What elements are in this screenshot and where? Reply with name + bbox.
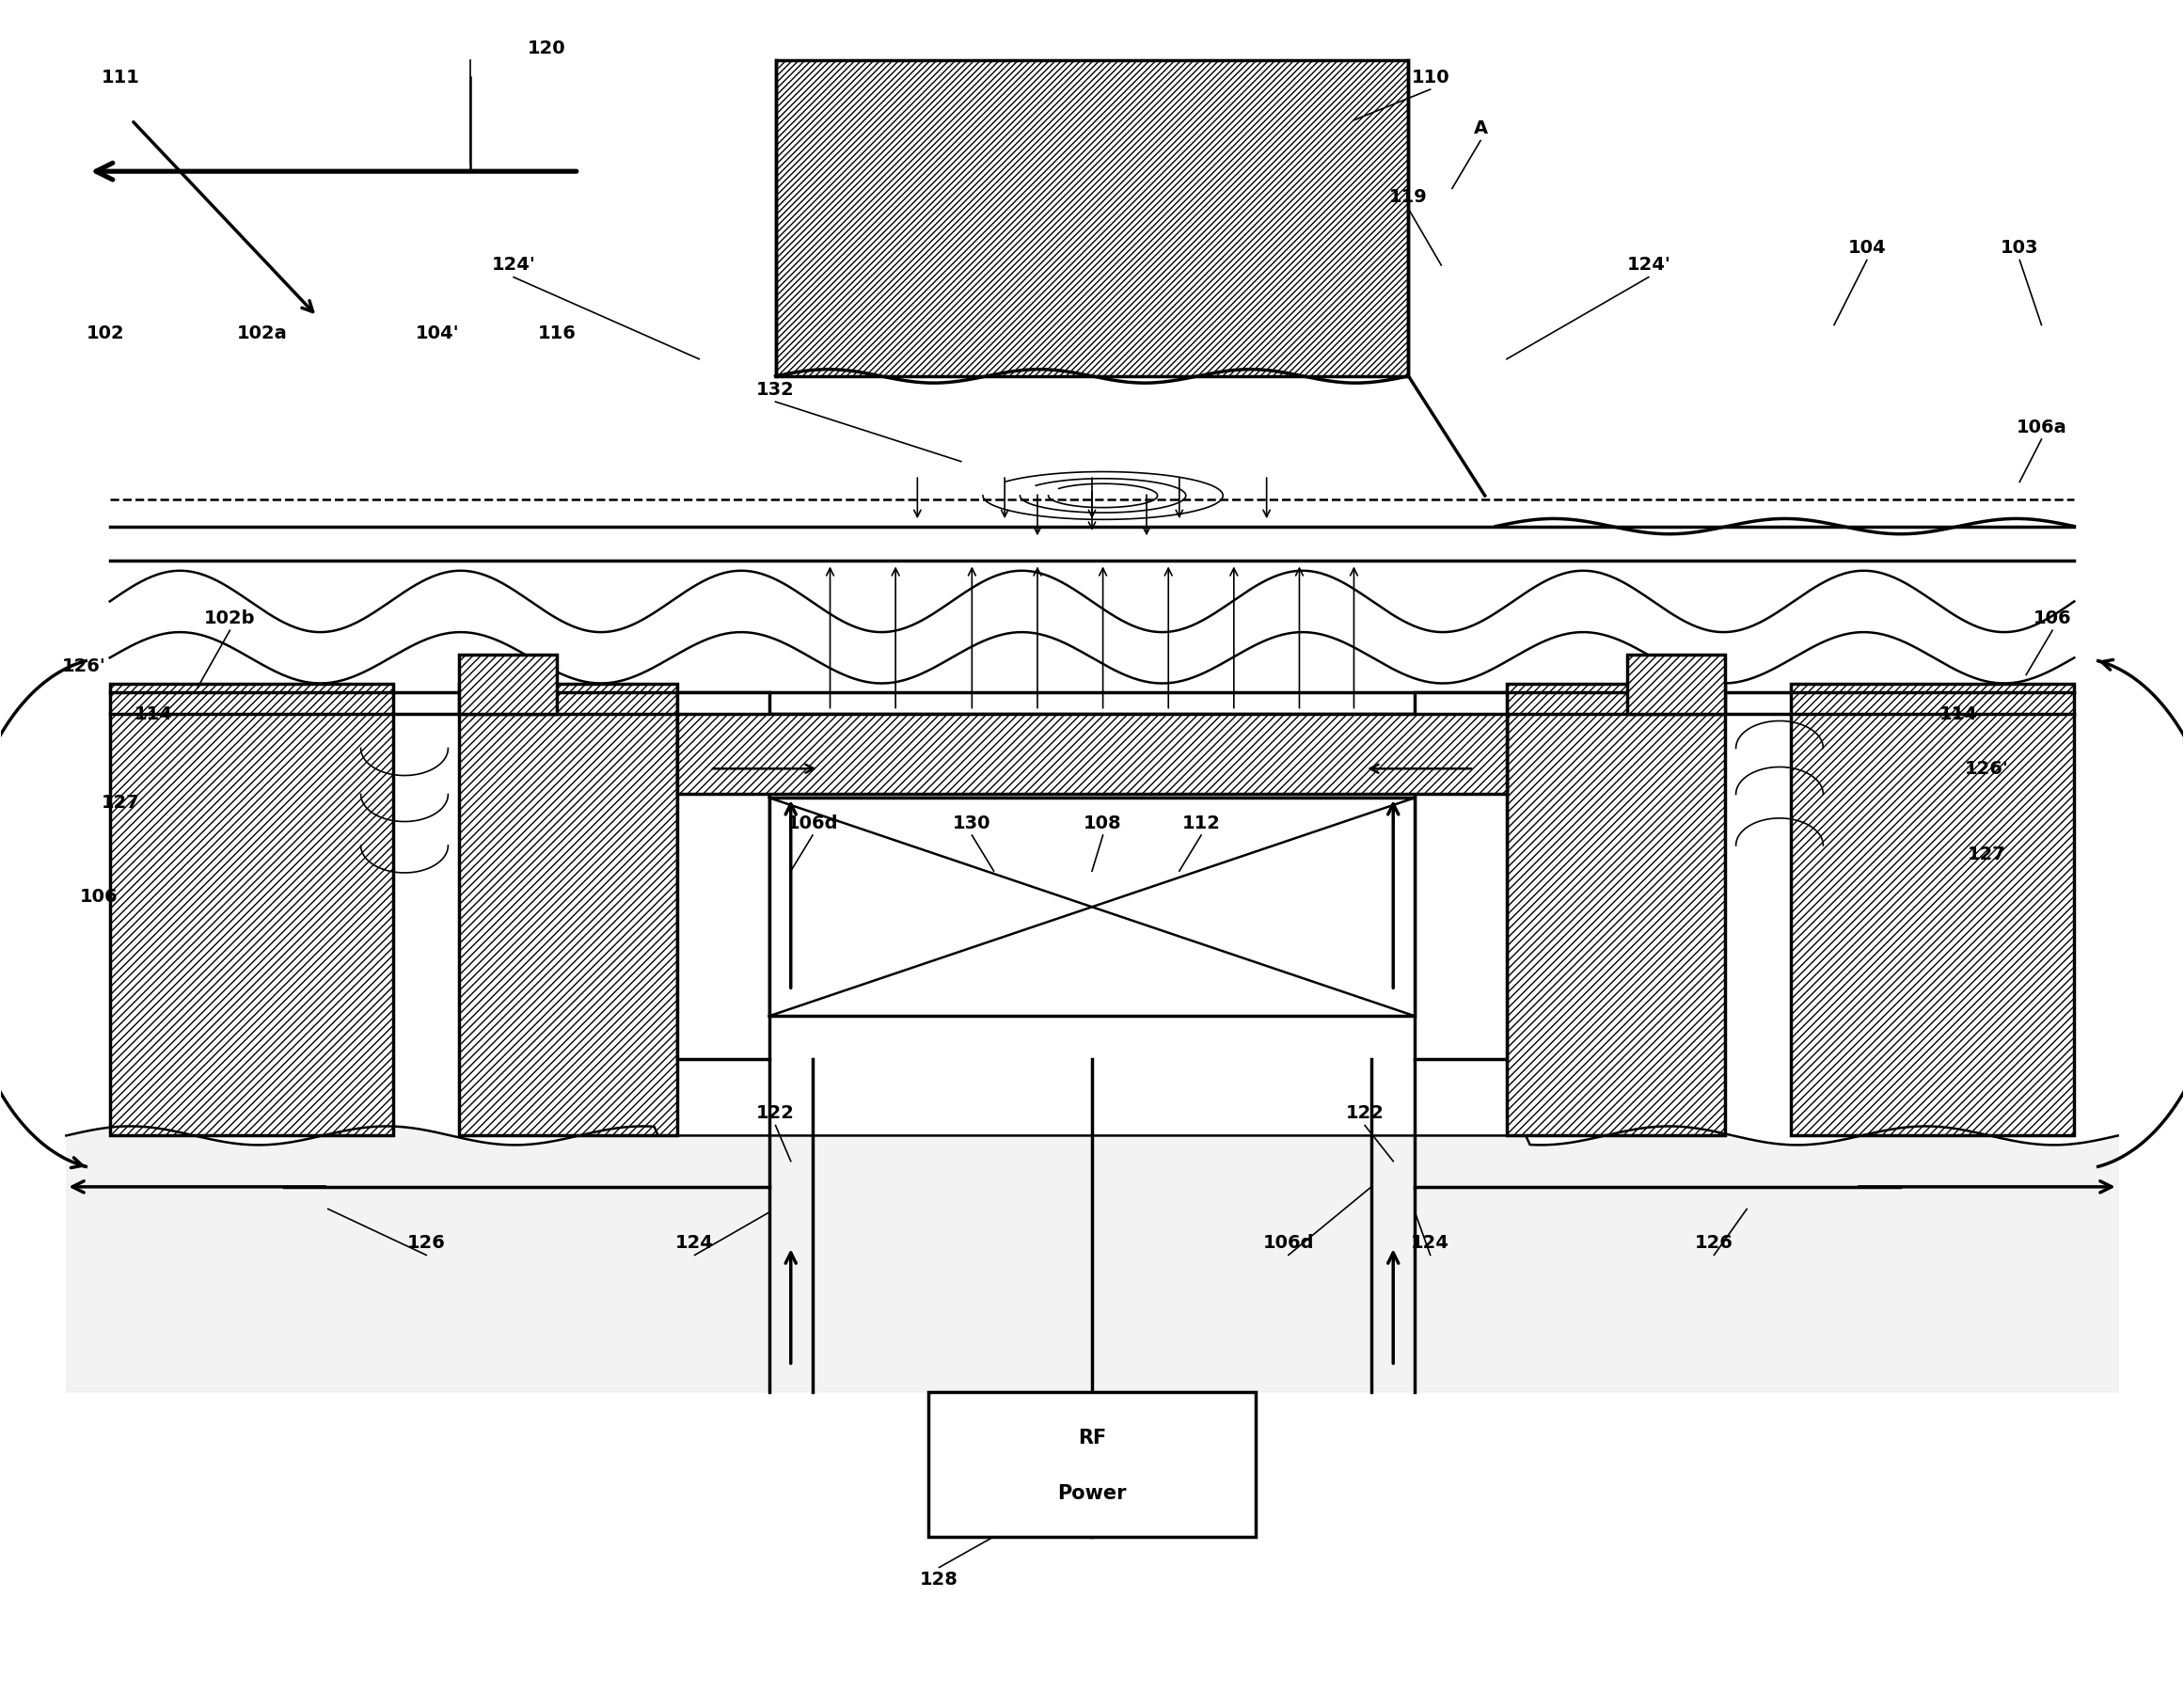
- Text: 126: 126: [1695, 1235, 1734, 1252]
- Text: 122: 122: [756, 1105, 795, 1122]
- Bar: [1627, 654, 1725, 714]
- Text: 114: 114: [1939, 705, 1979, 722]
- Bar: [769, 798, 1415, 1016]
- Bar: [459, 683, 677, 1136]
- Text: 127: 127: [100, 794, 140, 811]
- Bar: [1507, 683, 1725, 1136]
- Bar: [1415, 692, 1507, 1059]
- Text: 106: 106: [81, 888, 118, 905]
- Bar: [1791, 683, 2075, 1136]
- Text: 127: 127: [1968, 845, 2007, 863]
- Text: 104': 104': [415, 325, 459, 342]
- Text: 132: 132: [756, 381, 795, 398]
- Text: 112: 112: [1182, 815, 1221, 832]
- Text: 126': 126': [1966, 760, 2009, 777]
- Text: 108: 108: [1083, 815, 1123, 832]
- Text: 116: 116: [537, 325, 577, 342]
- Bar: [677, 692, 769, 1059]
- Text: A: A: [1474, 120, 1487, 138]
- Text: 106d: 106d: [786, 815, 839, 832]
- Text: Power: Power: [1057, 1484, 1127, 1503]
- Text: 102a: 102a: [238, 325, 288, 342]
- Text: 110: 110: [1411, 68, 1450, 87]
- Text: 102: 102: [87, 325, 124, 342]
- Bar: [109, 683, 393, 1136]
- Text: 104: 104: [1848, 239, 1887, 258]
- Text: 106: 106: [2033, 610, 2070, 627]
- Text: 128: 128: [919, 1570, 959, 1588]
- Bar: [677, 714, 1507, 794]
- Text: 106d: 106d: [1262, 1235, 1315, 1252]
- Text: 114: 114: [133, 705, 173, 722]
- Bar: [459, 654, 557, 714]
- Text: RF: RF: [1077, 1428, 1107, 1447]
- Text: 111: 111: [100, 68, 140, 87]
- Text: 103: 103: [2001, 239, 2038, 258]
- Bar: [775, 60, 1409, 376]
- Text: 124': 124': [1627, 256, 1671, 273]
- Bar: [928, 1392, 1256, 1537]
- Text: 126: 126: [406, 1235, 446, 1252]
- Text: 106a: 106a: [2016, 418, 2066, 436]
- Text: 124: 124: [675, 1235, 714, 1252]
- Text: 130: 130: [952, 815, 992, 832]
- Text: 124': 124': [491, 256, 535, 273]
- Text: 119: 119: [1389, 188, 1428, 207]
- Text: 126': 126': [61, 658, 105, 675]
- Text: 122: 122: [1345, 1105, 1385, 1122]
- Text: 120: 120: [526, 39, 566, 58]
- Text: 124: 124: [1411, 1235, 1450, 1252]
- Text: 102b: 102b: [205, 610, 256, 627]
